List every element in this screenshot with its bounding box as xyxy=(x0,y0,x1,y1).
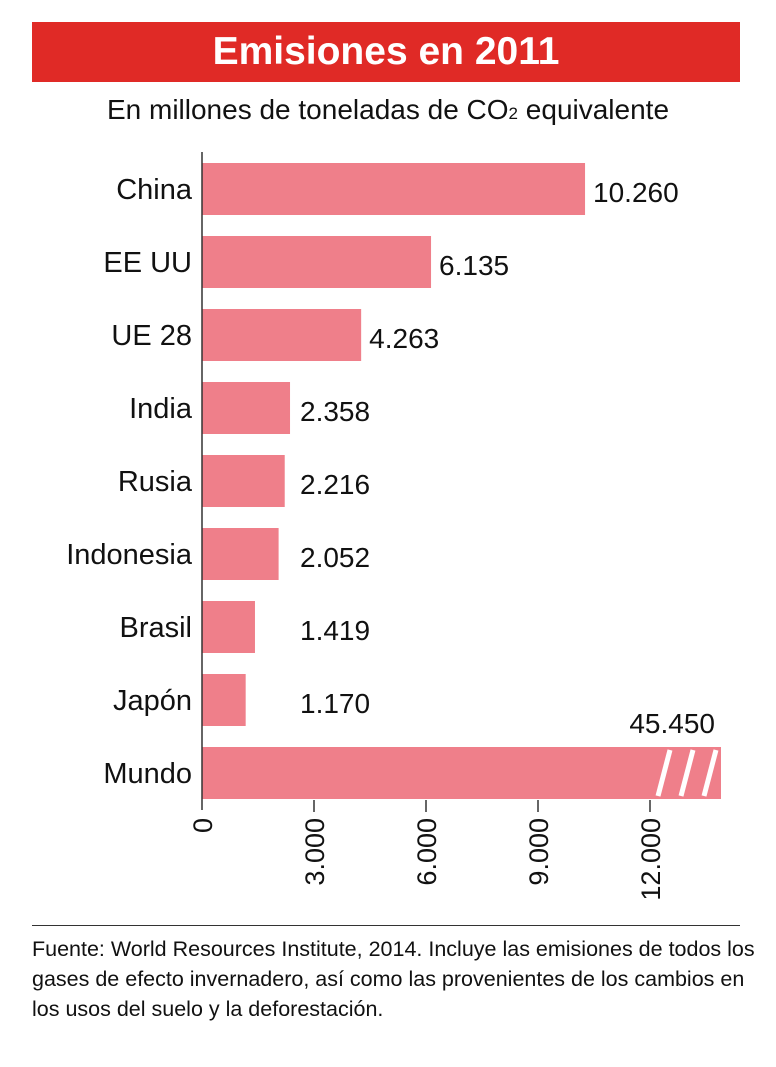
source-note: Fuente: World Resources Institute, 2014.… xyxy=(32,937,755,1021)
value-label-ee-uu: 6.135 xyxy=(439,250,509,281)
bar-rusia xyxy=(202,455,285,507)
axis-break-stripe xyxy=(655,749,673,797)
bar-brasil xyxy=(202,601,255,653)
category-label-indonesia: Indonesia xyxy=(66,539,193,571)
bar-chart: China 10.260 EE UU 6.135 UE 28 4.263 India 2.35… xyxy=(66,152,721,901)
subtitle-main: En millones de toneladas de CO xyxy=(106,94,509,125)
bars-group: China 10.260 EE UU 6.135 UE 28 4.263 India 2.35… xyxy=(66,163,721,799)
tick-label: 6.000 xyxy=(412,818,442,886)
value-label-mundo: 45.450 xyxy=(629,708,715,739)
category-label-ee-uu: EE UU xyxy=(103,247,192,279)
chart-title: Emisiones en 2011 xyxy=(212,30,560,73)
subtitle-subscript: 2 xyxy=(508,104,519,123)
category-label-rusia: Rusia xyxy=(118,466,193,498)
bar-japon xyxy=(202,674,246,726)
bar-china xyxy=(202,163,586,215)
subtitle-end: equivalente xyxy=(518,94,670,125)
category-label-india: India xyxy=(129,393,193,425)
value-label-rusia: 2.216 xyxy=(300,469,370,500)
value-label-india: 2.358 xyxy=(300,396,370,427)
tick-label: 12.000 xyxy=(636,818,666,901)
bar-mundo xyxy=(202,747,721,799)
footer-divider xyxy=(32,925,740,926)
bar-indonesia xyxy=(202,528,279,580)
category-label-mundo: Mundo xyxy=(103,758,192,790)
value-label-indonesia: 2.052 xyxy=(300,542,370,573)
axis-break-stripe xyxy=(678,749,696,797)
tick-label: 3.000 xyxy=(300,818,330,886)
value-label-japon: 1.170 xyxy=(300,688,370,719)
chart-subtitle: En millones de toneladas de CO2 equivale… xyxy=(0,90,776,134)
category-label-brasil: Brasil xyxy=(119,612,192,644)
bar-india xyxy=(202,382,291,434)
category-label-japon: Japón xyxy=(113,685,192,717)
title-bar: Emisiones en 2011 xyxy=(32,22,740,82)
axis-break-stripe xyxy=(701,749,719,797)
tick-label: 9.000 xyxy=(524,818,554,886)
value-label-brasil: 1.419 xyxy=(300,615,370,646)
value-label-china: 10.260 xyxy=(593,177,679,208)
category-label-ue-28: UE 28 xyxy=(111,320,192,352)
tick-label: 0 xyxy=(188,818,218,833)
x-axis: 0 3.000 6.000 9.000 12.000 xyxy=(188,152,666,901)
bar-ee-uu xyxy=(202,236,432,288)
bar-ue-28 xyxy=(202,309,362,361)
value-label-ue-28: 4.263 xyxy=(369,323,439,354)
category-label-china: China xyxy=(116,174,193,206)
